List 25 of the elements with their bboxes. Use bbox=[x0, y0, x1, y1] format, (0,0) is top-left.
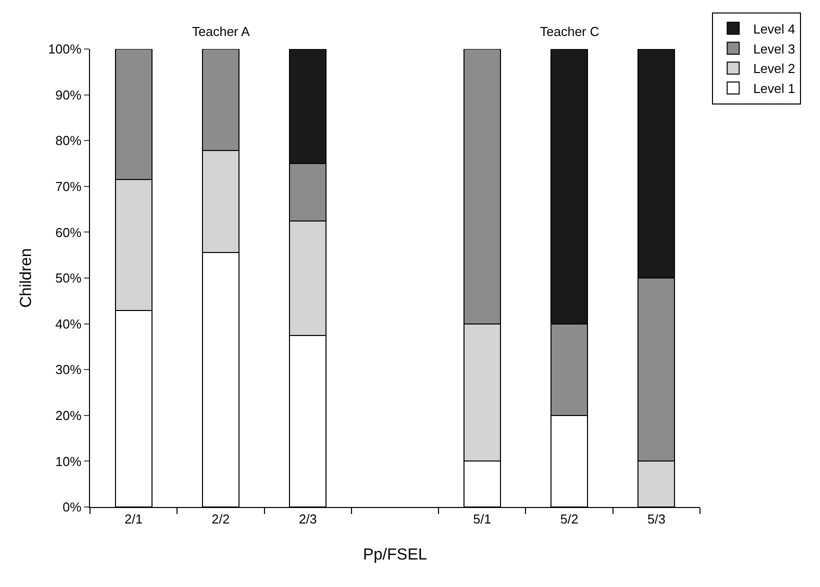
y-tick-label: 90% bbox=[55, 87, 82, 102]
y-tick-label: 10% bbox=[55, 454, 82, 469]
x-tick-label: 2/2 bbox=[212, 512, 230, 527]
x-axis-title: Pp/FSEL bbox=[362, 546, 428, 564]
annotation: Teacher A bbox=[192, 24, 250, 39]
x-tick-label: 5/2 bbox=[560, 512, 578, 527]
y-axis-title: Children bbox=[18, 248, 36, 308]
y-tick-label: 40% bbox=[55, 316, 82, 332]
y-tick-label: 30% bbox=[55, 362, 82, 378]
y-tick-label: 20% bbox=[55, 408, 82, 423]
y-tick-label: 100% bbox=[48, 42, 82, 57]
y-tick-label: 60% bbox=[55, 224, 82, 240]
legend-label: Level 1 bbox=[753, 81, 796, 96]
legend-label: Level 4 bbox=[753, 21, 796, 36]
legend-label: Level 3 bbox=[753, 41, 796, 56]
x-tick-label: 2/1 bbox=[124, 512, 143, 527]
legend-label: Level 2 bbox=[753, 61, 796, 76]
x-tick-label: 2/3 bbox=[298, 512, 317, 527]
x-tick-label: 5/3 bbox=[647, 512, 666, 527]
y-tick-label: 80% bbox=[55, 133, 82, 148]
x-tick-label: 5/1 bbox=[473, 512, 492, 527]
y-tick-label: 50% bbox=[55, 270, 82, 286]
y-tick-label: 70% bbox=[55, 178, 82, 194]
annotation: Teacher C bbox=[540, 24, 600, 39]
y-tick-label: 0% bbox=[62, 500, 82, 515]
